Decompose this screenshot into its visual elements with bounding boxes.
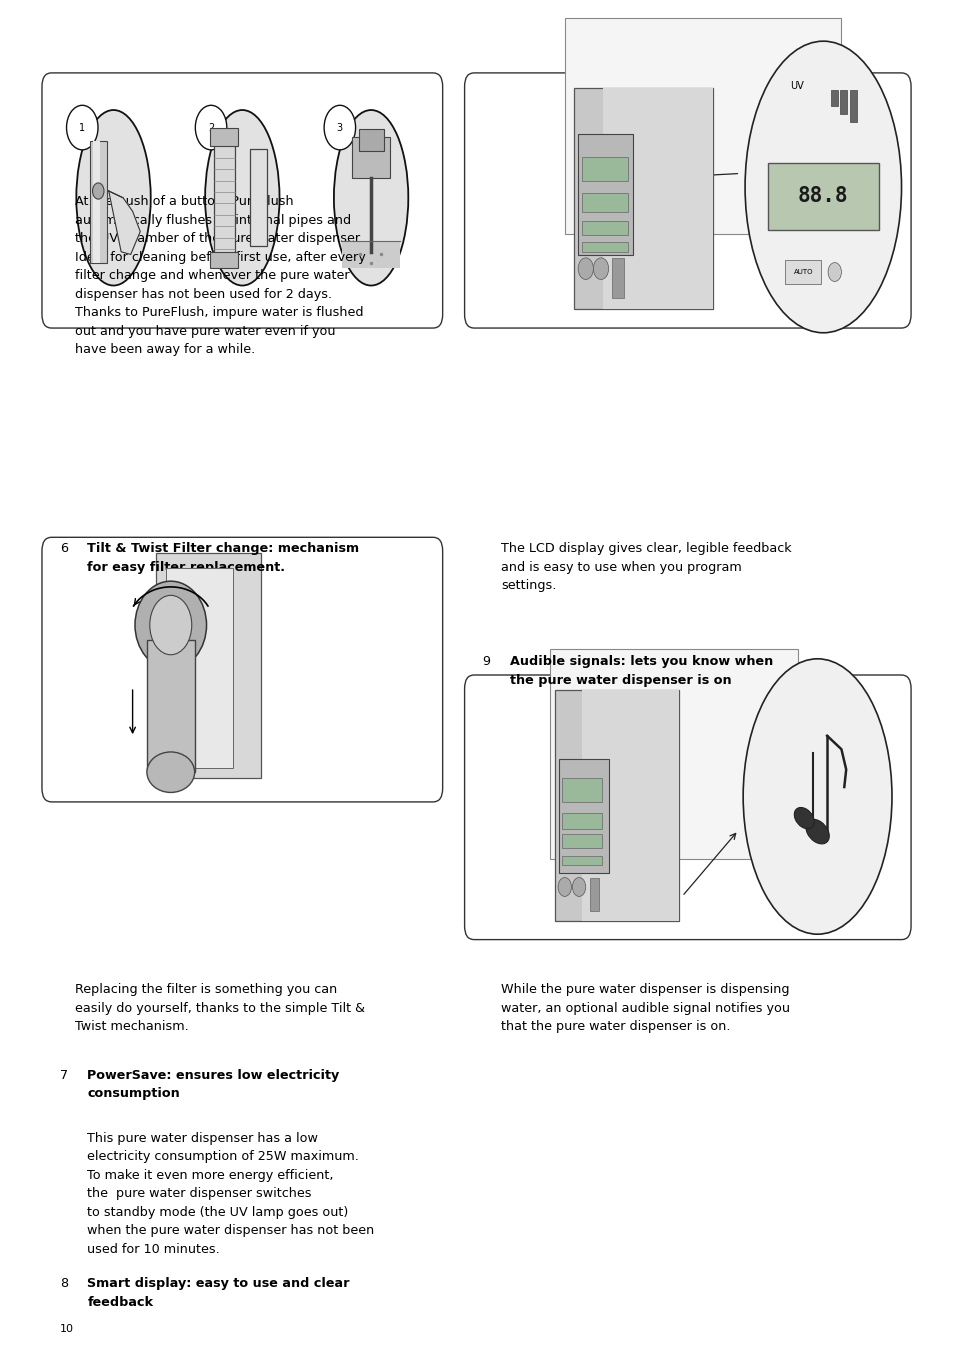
Text: Replacing the filter is something you can
easily do yourself, thanks to the simp: Replacing the filter is something you ca… <box>74 983 364 1034</box>
Ellipse shape <box>744 40 901 332</box>
Circle shape <box>578 258 593 279</box>
Text: 10: 10 <box>60 1324 74 1334</box>
Bar <box>352 136 390 177</box>
Bar <box>561 834 601 848</box>
Bar <box>612 258 623 298</box>
Bar <box>578 134 633 255</box>
Text: AUTO: AUTO <box>793 269 812 275</box>
Bar <box>342 240 399 267</box>
Bar <box>581 242 627 252</box>
Circle shape <box>150 595 192 655</box>
Text: 1: 1 <box>79 123 85 132</box>
Text: 7: 7 <box>60 1069 69 1081</box>
Bar <box>564 18 841 234</box>
Text: 88.8: 88.8 <box>798 186 847 207</box>
Bar <box>213 142 234 259</box>
Bar <box>561 856 601 865</box>
Text: PowerSave: ensures low electricity
consumption: PowerSave: ensures low electricity consu… <box>87 1069 339 1100</box>
Bar <box>849 89 856 123</box>
Bar <box>92 142 100 263</box>
Text: 9: 9 <box>482 656 490 668</box>
Ellipse shape <box>334 109 408 285</box>
Bar <box>574 88 712 309</box>
Polygon shape <box>109 190 140 254</box>
Circle shape <box>67 105 98 150</box>
Circle shape <box>827 263 841 282</box>
Text: UV: UV <box>789 81 802 90</box>
Bar <box>561 778 601 802</box>
Text: 6: 6 <box>60 541 68 555</box>
Circle shape <box>593 258 608 279</box>
Text: 8: 8 <box>60 1277 69 1291</box>
Circle shape <box>558 878 571 896</box>
Bar <box>147 640 194 772</box>
Text: The LCD display gives clear, legible feedback
and is easy to use when you progra: The LCD display gives clear, legible fee… <box>500 541 791 593</box>
Bar <box>581 193 627 212</box>
Bar <box>250 150 267 246</box>
Bar <box>90 142 107 263</box>
Bar <box>358 130 383 150</box>
Bar <box>166 568 233 768</box>
Bar <box>830 89 837 107</box>
Text: This pure water dispenser has a low
electricity consumption of 25W maximum.
To m: This pure water dispenser has a low elec… <box>87 1131 375 1256</box>
Text: 3: 3 <box>336 123 342 132</box>
Text: Audible signals: lets you know when
the pure water dispenser is on: Audible signals: lets you know when the … <box>509 656 772 687</box>
Ellipse shape <box>805 819 828 844</box>
Bar <box>784 259 821 285</box>
Circle shape <box>195 105 227 150</box>
Bar <box>555 690 679 921</box>
Bar <box>558 759 608 873</box>
Ellipse shape <box>76 109 151 285</box>
Text: While the pure water dispenser is dispensing
water, an optional audible signal n: While the pure water dispenser is dispen… <box>500 983 789 1034</box>
Bar <box>550 649 798 859</box>
Ellipse shape <box>794 807 813 829</box>
Ellipse shape <box>135 580 206 668</box>
Text: 2: 2 <box>208 123 214 132</box>
Ellipse shape <box>147 752 194 792</box>
Bar <box>581 690 679 921</box>
Bar <box>210 251 238 267</box>
Bar <box>581 221 627 235</box>
Bar <box>581 157 627 181</box>
Ellipse shape <box>205 109 279 285</box>
Bar <box>589 878 598 911</box>
Bar <box>156 554 261 778</box>
Text: At the push of a button, PureFlush
automatically flushes all internal pipes and
: At the push of a button, PureFlush autom… <box>74 196 365 356</box>
Circle shape <box>92 182 104 198</box>
Bar <box>561 813 601 829</box>
Bar <box>602 88 712 309</box>
Text: Smart display: easy to use and clear
feedback: Smart display: easy to use and clear fee… <box>87 1277 350 1308</box>
Ellipse shape <box>742 659 891 934</box>
Bar <box>840 90 846 115</box>
Circle shape <box>572 878 585 896</box>
Text: Tilt & Twist Filter change: mechanism
for easy filter replacement.: Tilt & Twist Filter change: mechanism fo… <box>87 541 359 574</box>
Bar <box>767 163 878 230</box>
Circle shape <box>324 105 355 150</box>
Bar <box>210 127 238 146</box>
